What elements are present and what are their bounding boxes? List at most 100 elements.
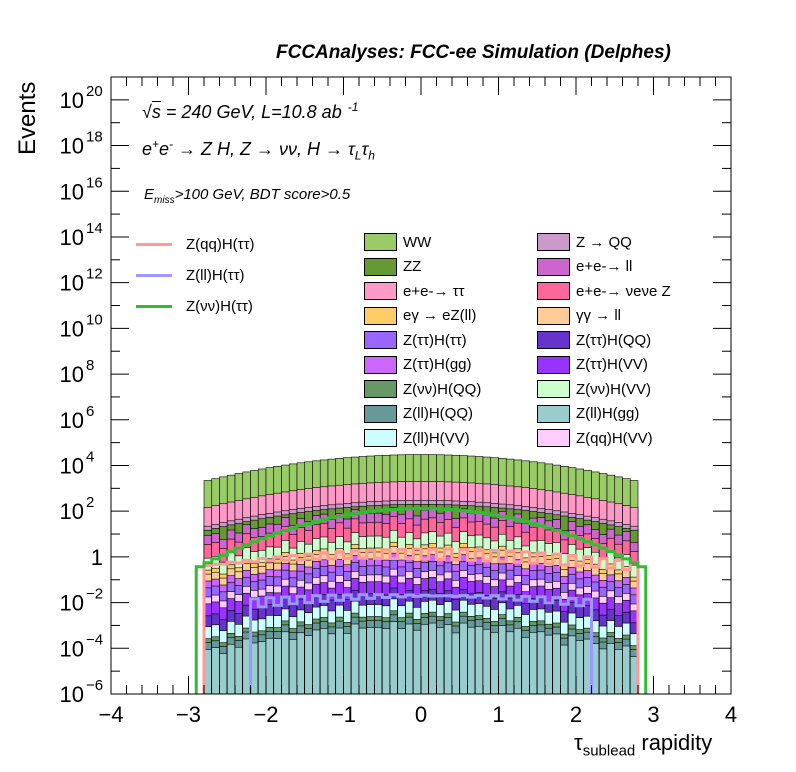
y-tick-label: 10 bbox=[60, 179, 84, 204]
legend-line-label: Z(qq)H(ττ) bbox=[186, 236, 255, 253]
legend-line-item: Z(νν)H(ττ) bbox=[136, 298, 253, 315]
y-tick-exponent: 2 bbox=[86, 494, 94, 511]
bar-z-ll-h-gg--53 bbox=[614, 649, 623, 695]
y-tick-exponent: 14 bbox=[86, 220, 103, 237]
signal-line-0 bbox=[202, 547, 640, 694]
legend-box-label: γγ → ll bbox=[576, 307, 621, 324]
legend-box-label: Z(νν)H(QQ) bbox=[403, 380, 482, 398]
energy-annotation: √s = 240 GeV, L=10.8 ab -1 bbox=[142, 100, 358, 123]
y-tick-label: 1 bbox=[91, 545, 103, 570]
bar-z-ll-h-gg--29 bbox=[428, 622, 437, 695]
bar-z-ll-h-gg--26 bbox=[405, 623, 414, 695]
bar-z-ll-h-gg--36 bbox=[482, 628, 492, 695]
legend-box-swatch bbox=[364, 355, 397, 374]
bar-z-ll-h-gg--15 bbox=[319, 628, 329, 695]
bar-z-ll-h-gg--11 bbox=[288, 639, 298, 695]
legend-box-item: Z(qq)H(VV) bbox=[537, 429, 653, 447]
legend-box-label: e+e-→ ττ bbox=[403, 282, 465, 300]
bar-z-ll-h-gg--43 bbox=[536, 631, 546, 695]
bar-z-ll-h-gg--40 bbox=[513, 627, 523, 695]
legend-box-item: Z(ττ)H(QQ) bbox=[537, 331, 651, 349]
process-annotation: e+e- → Z H, Z → νν, H → τLτh bbox=[142, 137, 375, 163]
bar-z-ll-h-gg--20 bbox=[358, 627, 368, 695]
legend-line-item: Z(qq)H(ττ) bbox=[136, 236, 255, 253]
legend-line-label: Z(νν)H(ττ) bbox=[186, 298, 253, 315]
legend-box-swatch bbox=[537, 380, 570, 398]
legend-box-item: Z(νν)H(QQ) bbox=[364, 380, 481, 398]
y-tick-label: 10 bbox=[60, 453, 84, 478]
legend-box-label: Z(νν)H(VV) bbox=[576, 380, 651, 398]
bar-z-ll-h-gg--30 bbox=[436, 627, 445, 695]
legend-box-swatch bbox=[364, 282, 397, 300]
legend-box-label: Z(ττ)H(ττ) bbox=[403, 331, 467, 349]
legend-box-swatch bbox=[364, 380, 397, 398]
bar-z-ll-h-gg--8 bbox=[265, 637, 275, 695]
legend-box-item: Z(ττ)H(ττ) bbox=[364, 331, 467, 349]
legend-box-item: WW bbox=[364, 233, 431, 251]
lumi-exponent: -1 bbox=[347, 100, 359, 114]
x-tick-label: −2 bbox=[253, 702, 278, 727]
chart-title: FCCAnalyses: FCC-ee Simulation (Delphes) bbox=[276, 42, 671, 63]
legend-box-item: γγ → ll bbox=[537, 306, 621, 325]
legend-box-label: Z(ττ)H(VV) bbox=[576, 356, 648, 373]
y-tick-label: 10 bbox=[60, 134, 84, 159]
legend-box-label: ZZ bbox=[403, 258, 422, 275]
legend-box-swatch bbox=[364, 429, 397, 447]
legend-box-swatch bbox=[364, 257, 397, 276]
x-tick-label: −3 bbox=[176, 702, 201, 727]
legend-box-swatch bbox=[364, 404, 397, 423]
y-tick-label: 10 bbox=[60, 636, 84, 661]
legend-line-swatch bbox=[136, 305, 172, 308]
bar-z-ll-h-gg--19 bbox=[350, 623, 360, 695]
legend-box-swatch bbox=[364, 233, 397, 251]
y-tick-exponent: 8 bbox=[86, 357, 94, 374]
bar-z-ll-h-gg--25 bbox=[397, 628, 406, 695]
bar-z-ll-h-gg--9 bbox=[273, 638, 282, 695]
legend-box-item: ZZ bbox=[364, 257, 422, 276]
axis-ticks bbox=[110, 76, 732, 695]
legend-box-item: Z(ττ)H(VV) bbox=[537, 355, 648, 374]
bar-z-ll-h-gg--45 bbox=[552, 633, 561, 695]
bar-z-ll-h-gg--38 bbox=[498, 625, 507, 695]
bar-z-ll-h-gg--23 bbox=[381, 628, 391, 695]
y-tick-label: 10 bbox=[60, 362, 84, 387]
bar-z-ll-h-gg--28 bbox=[420, 623, 430, 695]
x-tick-label: 1 bbox=[492, 702, 504, 727]
legend-box-swatch bbox=[537, 257, 570, 276]
signal-histograms bbox=[194, 507, 648, 694]
stacked-histogram bbox=[203, 454, 639, 695]
legend-box-label: Z(ττ)H(QQ) bbox=[576, 331, 652, 349]
bar-z-ll-h-gg--17 bbox=[335, 627, 344, 695]
y-tick-label: 10 bbox=[60, 408, 84, 433]
legend-box-swatch bbox=[537, 331, 570, 349]
bar-z-ll-h-gg--47 bbox=[567, 635, 577, 695]
legend-box-swatch bbox=[537, 306, 570, 325]
y-axis-label: Events bbox=[14, 81, 41, 155]
legend-box-item: Z(ll)H(VV) bbox=[364, 429, 470, 447]
bar-z-ll-h-gg--24 bbox=[389, 621, 399, 695]
sel-e: E bbox=[144, 186, 155, 203]
bar-z-ll-h-gg--54 bbox=[622, 645, 631, 695]
legend-box-item: e+e-→ ll bbox=[537, 257, 633, 276]
y-tick-exponent: 18 bbox=[86, 129, 103, 146]
legend-line-swatch bbox=[136, 274, 172, 277]
legend-box-label: e+e-→ ll bbox=[576, 258, 633, 275]
bar-z-ll-h-gg--35 bbox=[474, 626, 484, 695]
bar-z-ll-h-gg--22 bbox=[374, 627, 383, 695]
legend-box-label: eγ → eZ(ll) bbox=[403, 307, 477, 324]
sqrt-symbol: √ bbox=[142, 102, 152, 122]
legend-box-item: e+e-→ νeνe Z bbox=[537, 282, 671, 300]
bar-z-ll-h-gg--21 bbox=[366, 627, 375, 695]
legend-box-item: Z(ll)H(QQ) bbox=[364, 404, 473, 423]
bar-z-ll-h-gg--2 bbox=[219, 653, 228, 695]
x-tick-label: −1 bbox=[331, 702, 356, 727]
bar-z-ll-h-gg--34 bbox=[467, 626, 476, 695]
bar-z-ll-h-gg--27 bbox=[412, 629, 422, 695]
bar-z-ll-h-gg--46 bbox=[560, 644, 569, 695]
bar-z-ll-h-gg--31 bbox=[443, 624, 453, 695]
bar-z-ll-h-gg--52 bbox=[606, 643, 616, 695]
y-tick-exponent: 12 bbox=[86, 266, 103, 283]
bar-z-ll-h-gg--12 bbox=[296, 632, 306, 695]
x-tick-label: 0 bbox=[415, 702, 427, 727]
